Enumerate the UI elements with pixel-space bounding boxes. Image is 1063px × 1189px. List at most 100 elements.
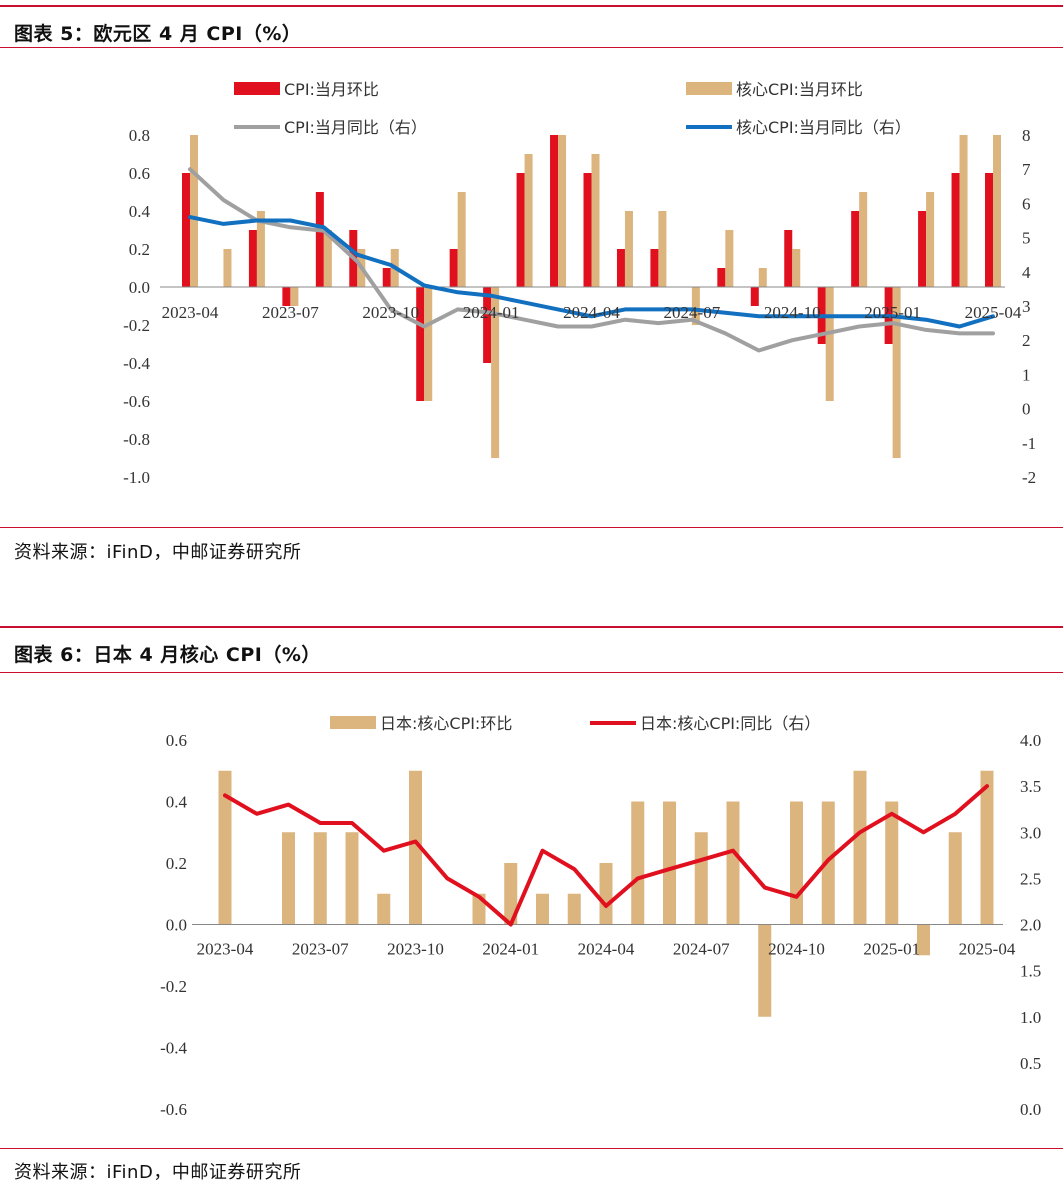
bar-2	[591, 154, 600, 287]
bar-2	[959, 135, 968, 287]
x-axis-tick-label: 2024-10	[768, 940, 825, 959]
source-rule-2	[0, 1148, 1063, 1149]
right-axis-tick-label: 0.5	[1020, 1054, 1041, 1073]
bar-2	[256, 211, 265, 287]
left-axis-tick-label: -0.8	[123, 430, 150, 449]
left-axis-tick-label: 0.0	[129, 278, 150, 297]
bar-2	[457, 192, 466, 287]
left-axis-tick-label: -0.2	[160, 977, 187, 996]
right-axis-tick-label: -1	[1022, 434, 1036, 453]
x-axis-tick-label: 2023-07	[292, 940, 349, 959]
bar-1	[631, 801, 645, 925]
bar-1	[282, 832, 295, 925]
right-axis-tick-label: 4	[1022, 263, 1031, 282]
x-axis-tick-label: 2023-10	[387, 940, 444, 959]
bar-1	[663, 801, 676, 925]
figure-2-source: 资料来源：iFinD，中邮证券研究所	[14, 1162, 302, 1183]
bar-1	[650, 249, 659, 287]
bar-1	[726, 801, 740, 925]
x-axis-tick-label: 2024-07	[664, 303, 721, 322]
bar-2	[424, 287, 433, 401]
left-axis-tick-label: 0.6	[129, 164, 150, 183]
right-axis-tick-label: 2.5	[1020, 869, 1041, 888]
x-axis-tick-label: 2025-01	[863, 940, 920, 959]
x-axis-tick-label: 2024-01	[463, 303, 520, 322]
right-axis-tick-label: 2.0	[1020, 916, 1041, 935]
bar-1	[750, 287, 759, 306]
x-axis-tick-label: 2024-10	[764, 303, 821, 322]
legend-label: CPI:当月同比（右）	[284, 118, 427, 137]
legend-label: 日本:核心CPI:环比	[380, 714, 512, 733]
left-axis-tick-label: -0.6	[160, 1100, 187, 1119]
left-axis-tick-label: -0.4	[123, 354, 150, 373]
bar-1	[382, 268, 391, 287]
bar-1	[345, 832, 359, 925]
right-axis-tick-label: 5	[1022, 229, 1031, 248]
line-series-2	[188, 215, 995, 329]
bar-2	[290, 287, 299, 306]
bar-1	[853, 770, 867, 925]
bar-1	[313, 832, 327, 925]
right-axis-tick-label: 2	[1022, 331, 1031, 350]
top-rule-1	[0, 5, 1063, 7]
x-axis-tick-label: 2024-07	[673, 940, 730, 959]
bar-1	[182, 173, 190, 287]
left-axis-tick-label: 0.8	[129, 126, 150, 145]
legend-label: CPI:当月环比	[284, 80, 379, 99]
right-axis-tick-label: 3	[1022, 297, 1031, 316]
bar-1	[416, 287, 425, 401]
bar-2	[190, 135, 198, 287]
line-series-1	[188, 167, 995, 353]
right-axis-tick-label: -2	[1022, 468, 1036, 487]
right-axis-tick-label: 0	[1022, 400, 1031, 419]
right-axis-tick-label: 1.0	[1020, 1008, 1041, 1027]
right-axis-tick-label: 1	[1022, 365, 1031, 384]
bar-1	[784, 230, 793, 287]
x-axis-tick-label: 2024-01	[482, 940, 539, 959]
bar-1	[377, 893, 391, 925]
top-rule-2	[0, 626, 1063, 628]
bar-1	[504, 863, 518, 925]
left-axis-tick-label: 0.4	[166, 793, 188, 812]
bar-1	[599, 863, 613, 925]
bar-1	[985, 173, 993, 287]
bar-1	[483, 287, 492, 363]
x-axis-tick-label: 2025-04	[965, 303, 1022, 322]
left-axis-tick-label: -0.6	[123, 392, 150, 411]
left-axis-tick-label: 0.2	[166, 854, 187, 873]
source-rule-1	[0, 527, 1063, 528]
bar-2	[658, 211, 667, 287]
bar-1	[980, 770, 994, 925]
right-axis-tick-label: 3.5	[1020, 777, 1041, 796]
bar-2	[859, 192, 868, 287]
bar-2	[691, 287, 700, 325]
right-axis-tick-label: 3.0	[1020, 823, 1041, 842]
legend-label: 日本:核心CPI:同比（右）	[640, 714, 820, 733]
bar-1	[917, 924, 930, 956]
right-axis-tick-label: 4.0	[1020, 731, 1041, 750]
bar-1	[315, 192, 324, 287]
bar-2	[792, 249, 801, 287]
line-series-1	[223, 784, 989, 927]
bar-1	[758, 924, 772, 1017]
bar-2	[758, 268, 767, 287]
bar-1	[516, 173, 525, 287]
bar-2	[993, 135, 1001, 287]
x-axis-tick-label: 2023-07	[262, 303, 319, 322]
bar-1	[948, 832, 962, 925]
bar-1	[717, 268, 726, 287]
x-axis-tick-label: 2025-04	[959, 940, 1016, 959]
bar-2	[926, 192, 935, 287]
left-axis-tick-label: -0.2	[123, 316, 150, 335]
left-axis-tick-label: -0.4	[160, 1039, 187, 1058]
x-axis-tick-label: 2023-04	[162, 303, 219, 322]
bar-2	[524, 154, 533, 287]
legend-label: 核心CPI:当月环比	[736, 80, 863, 99]
right-axis-tick-label: 6	[1022, 194, 1031, 213]
bar-2	[624, 211, 633, 287]
bar-2	[323, 230, 332, 287]
bar-1	[248, 230, 257, 287]
left-axis-tick-label: 0.6	[166, 731, 187, 750]
left-axis-tick-label: 0.4	[129, 202, 151, 221]
